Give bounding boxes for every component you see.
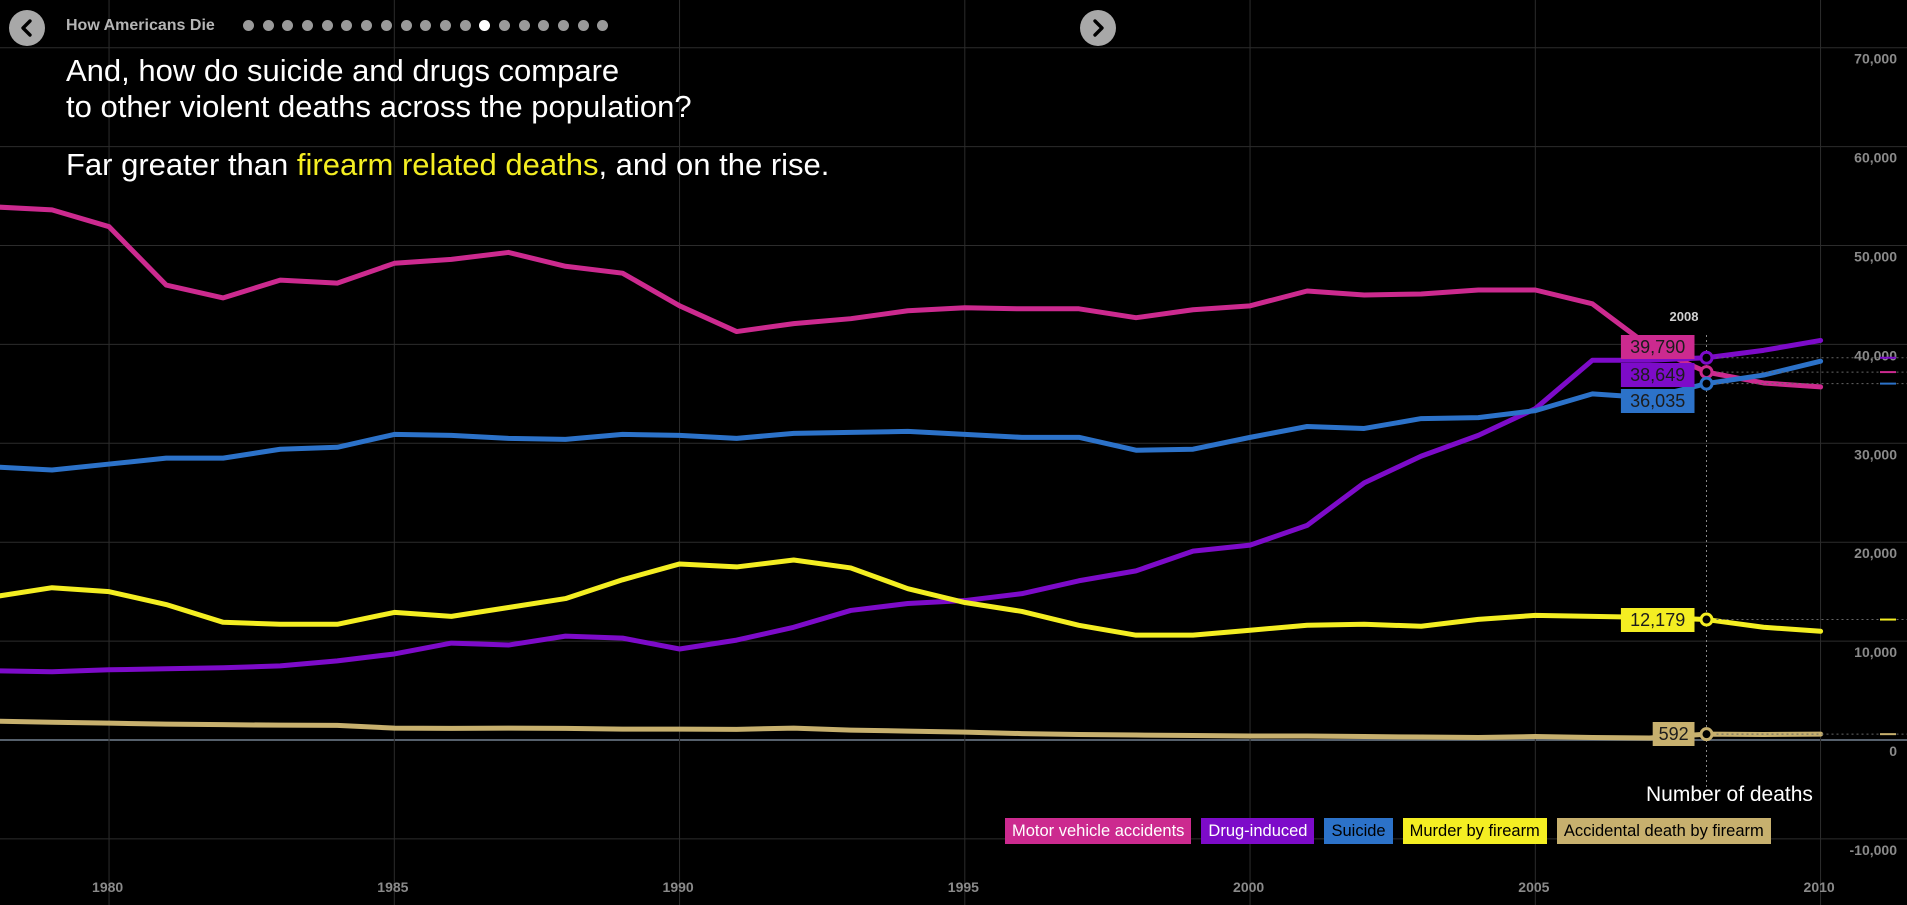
slide-dot-3[interactable] bbox=[282, 20, 294, 31]
x-tick-label: 2000 bbox=[1233, 879, 1264, 895]
slide-dot-14[interactable] bbox=[498, 20, 510, 31]
slide-dot-4[interactable] bbox=[302, 20, 314, 31]
chevron-left-icon bbox=[21, 19, 32, 37]
slide-dot-5[interactable] bbox=[321, 20, 333, 31]
value-callout-box bbox=[1620, 389, 1695, 413]
headline-line-2: to other violent deaths across the popul… bbox=[66, 89, 692, 124]
value-callout-box bbox=[1620, 335, 1695, 359]
series-line bbox=[0, 557, 1824, 638]
legend-item[interactable]: Drug-induced bbox=[1201, 818, 1315, 844]
x-tick-label: 2010 bbox=[1804, 879, 1835, 895]
value-point bbox=[1699, 727, 1714, 742]
x-tick-label: 1995 bbox=[948, 879, 979, 895]
value-callout-box bbox=[1652, 722, 1695, 746]
legend-item[interactable]: Accidental death by firearm bbox=[1556, 818, 1771, 844]
measure-label: Number of deaths bbox=[1646, 783, 1813, 806]
value-callout-label: 592 bbox=[1659, 724, 1689, 744]
series-lines bbox=[0, 204, 1824, 741]
subhead-prefix: Far greater than bbox=[66, 147, 297, 182]
slide-dot-10[interactable] bbox=[420, 20, 432, 31]
legend-item[interactable]: Motor vehicle accidents bbox=[1005, 818, 1192, 844]
y-tick-label: 10,000 bbox=[1854, 644, 1897, 660]
year-marker: 2008 bbox=[1670, 309, 1707, 790]
y-tick-label: 0 bbox=[1889, 743, 1897, 759]
series-line bbox=[0, 358, 1824, 473]
slide-dot-11[interactable] bbox=[439, 20, 451, 31]
previous-slide-button[interactable] bbox=[9, 10, 45, 46]
series-line bbox=[0, 337, 1824, 675]
next-slide-button[interactable] bbox=[1080, 10, 1116, 46]
value-callout-label: 12,179 bbox=[1630, 610, 1685, 630]
value-point bbox=[1699, 365, 1714, 380]
slide-dot-7[interactable] bbox=[361, 20, 373, 31]
slide-dot-8[interactable] bbox=[380, 20, 392, 31]
slide-dot-13[interactable] bbox=[479, 20, 491, 31]
value-point bbox=[1699, 376, 1714, 391]
value-callout-label: 38,649 bbox=[1630, 365, 1685, 385]
slide-dot-9[interactable] bbox=[400, 20, 412, 31]
slide-dot-18[interactable] bbox=[577, 20, 589, 31]
slide-dot-1[interactable] bbox=[243, 20, 254, 31]
slide-dot-15[interactable] bbox=[518, 20, 530, 31]
value-callout-box bbox=[1620, 608, 1695, 632]
slide-pagination bbox=[243, 20, 609, 31]
y-tick-label: 70,000 bbox=[1854, 51, 1897, 67]
story-title: How Americans Die bbox=[66, 17, 215, 34]
slide-dot-17[interactable] bbox=[558, 20, 569, 31]
y-tick-label: 30,000 bbox=[1854, 446, 1897, 462]
x-tick-label: 1980 bbox=[92, 879, 123, 895]
legend-item[interactable]: Murder by firearm bbox=[1402, 818, 1547, 844]
value-point bbox=[1699, 612, 1714, 627]
value-point bbox=[1699, 350, 1714, 365]
y-tick-label: 20,000 bbox=[1854, 545, 1897, 561]
headline: And, how do suicide and drugs compare to… bbox=[66, 53, 966, 125]
x-tick-label: 2005 bbox=[1518, 879, 1549, 895]
value-callout-label: 36,035 bbox=[1630, 391, 1685, 411]
y-axis: -10,000 0 10,000 20,000 30,000 40,000 50,000 60… bbox=[1850, 51, 1898, 858]
chevron-right-icon bbox=[1093, 19, 1104, 37]
slide-dot-2[interactable] bbox=[262, 20, 274, 31]
y-tick-label: 60,000 bbox=[1854, 150, 1897, 166]
x-axis: 1980 1985 1990 1995 2000 2005 2010 bbox=[92, 879, 1835, 895]
y-tick-label: 40,000 bbox=[1854, 347, 1897, 363]
value-callout-label: 39,790 bbox=[1630, 337, 1685, 357]
subhead-highlight: firearm related deaths bbox=[296, 147, 599, 182]
headline-line-1: And, how do suicide and drugs compare bbox=[66, 53, 620, 88]
slide-dot-16[interactable] bbox=[538, 20, 550, 31]
subhead: Far greater than firearm related deaths,… bbox=[66, 147, 829, 183]
value-callout-box bbox=[1620, 363, 1695, 387]
series-line bbox=[0, 204, 1824, 390]
legend-item[interactable]: Suicide bbox=[1324, 818, 1393, 844]
x-tick-label: 1985 bbox=[377, 879, 408, 895]
legend: Motor vehicle accidents Drug-induced Suici… bbox=[1005, 818, 1771, 844]
series-line bbox=[0, 718, 1824, 741]
x-tick-label: 1990 bbox=[663, 879, 694, 895]
slide-dot-6[interactable] bbox=[341, 20, 353, 31]
y-tick-label: 50,000 bbox=[1854, 249, 1897, 265]
value-callouts: 39,790 38,649 36,035 12,179 592 bbox=[1620, 335, 1907, 746]
subhead-suffix: , and on the rise. bbox=[598, 147, 830, 182]
y-tick-label: -10,000 bbox=[1850, 842, 1898, 858]
year-marker-label: 2008 bbox=[1670, 309, 1699, 324]
slide-dot-12[interactable] bbox=[459, 20, 471, 31]
slide-dot-19[interactable] bbox=[597, 20, 609, 31]
